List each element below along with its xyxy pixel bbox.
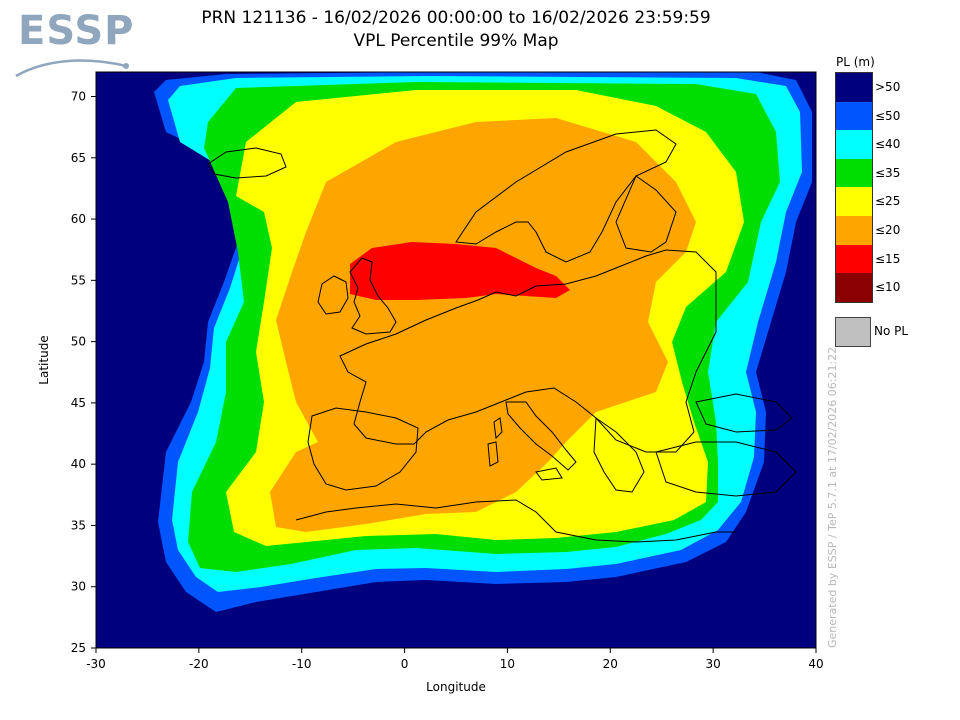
- legend-label: >50: [875, 80, 901, 94]
- logo-text: ESSP: [18, 8, 135, 54]
- legend-title: PL (m): [836, 55, 875, 69]
- map-title: PRN 121136 - 16/02/2026 00:00:00 to 16/0…: [201, 8, 711, 28]
- y-tick-label: 70: [71, 90, 86, 104]
- legend-label: ≤20: [875, 223, 901, 237]
- logo-swoosh: [15, 59, 129, 78]
- x-tick-label: -20: [189, 657, 209, 671]
- zone-le20: [270, 118, 696, 532]
- x-tick-label: 20: [603, 657, 618, 671]
- legend-label: ≤25: [875, 194, 901, 209]
- legend-colorbar: [835, 72, 873, 303]
- vpl-map: -30 -20 -10 0 10 20 30 40 25 30 35 40 45 50 55 60 65 70: [71, 71, 824, 671]
- y-tick-label: 60: [71, 212, 86, 226]
- legend-label: ≤10: [875, 280, 901, 295]
- x-tick-label: -10: [292, 657, 312, 671]
- no-pl-swatch: [835, 317, 871, 347]
- y-tick-label: 25: [71, 641, 86, 655]
- coastlines: [207, 129, 797, 543]
- essp-logo: ESSP: [14, 8, 139, 83]
- legend-label: ≤50: [875, 108, 901, 123]
- legend-label: ≤40: [875, 137, 901, 152]
- x-tick-label: 40: [808, 657, 823, 671]
- map-frame: [95, 71, 817, 649]
- generated-by-credit: Generated by ESSP / TeP 5.7.1 at 17/02/2…: [826, 346, 839, 648]
- map-subtitle: VPL Percentile 99% Map: [353, 31, 559, 51]
- x-tick-label: 10: [500, 657, 515, 671]
- legend-label: ≤35: [875, 165, 901, 180]
- legend-swatch: [836, 130, 872, 159]
- x-tick-label: 30: [706, 657, 721, 671]
- legend-label: ≤15: [875, 251, 901, 266]
- legend-swatch: [836, 101, 872, 131]
- y-axis-title: Latitude: [37, 335, 51, 385]
- legend-swatch: [836, 187, 872, 216]
- y-tick-label: 50: [71, 335, 86, 349]
- legend-swatch: [836, 158, 872, 188]
- x-tick-label: 0: [401, 657, 409, 671]
- y-tick-label: 30: [71, 580, 86, 594]
- pl-zones: [96, 72, 816, 648]
- legend-swatch: [836, 215, 872, 245]
- y-tick-label: 35: [71, 518, 86, 532]
- zone-le15: [350, 242, 570, 300]
- x-axis-title: Longitude: [426, 680, 486, 694]
- y-tick-label: 40: [71, 457, 86, 471]
- no-pl-label: No PL: [874, 324, 909, 338]
- y-tick-label: 65: [71, 151, 86, 165]
- axis-ticks: -30 -20 -10 0 10 20 30 40 25 30 35 40 45 50 55 60 65 70: [71, 90, 824, 671]
- legend-swatch: [836, 273, 872, 302]
- x-tick-label: -30: [86, 657, 106, 671]
- legend-swatch: [836, 244, 872, 274]
- legend-swatch: [836, 73, 872, 102]
- y-tick-label: 45: [71, 396, 86, 410]
- y-tick-label: 55: [71, 273, 86, 287]
